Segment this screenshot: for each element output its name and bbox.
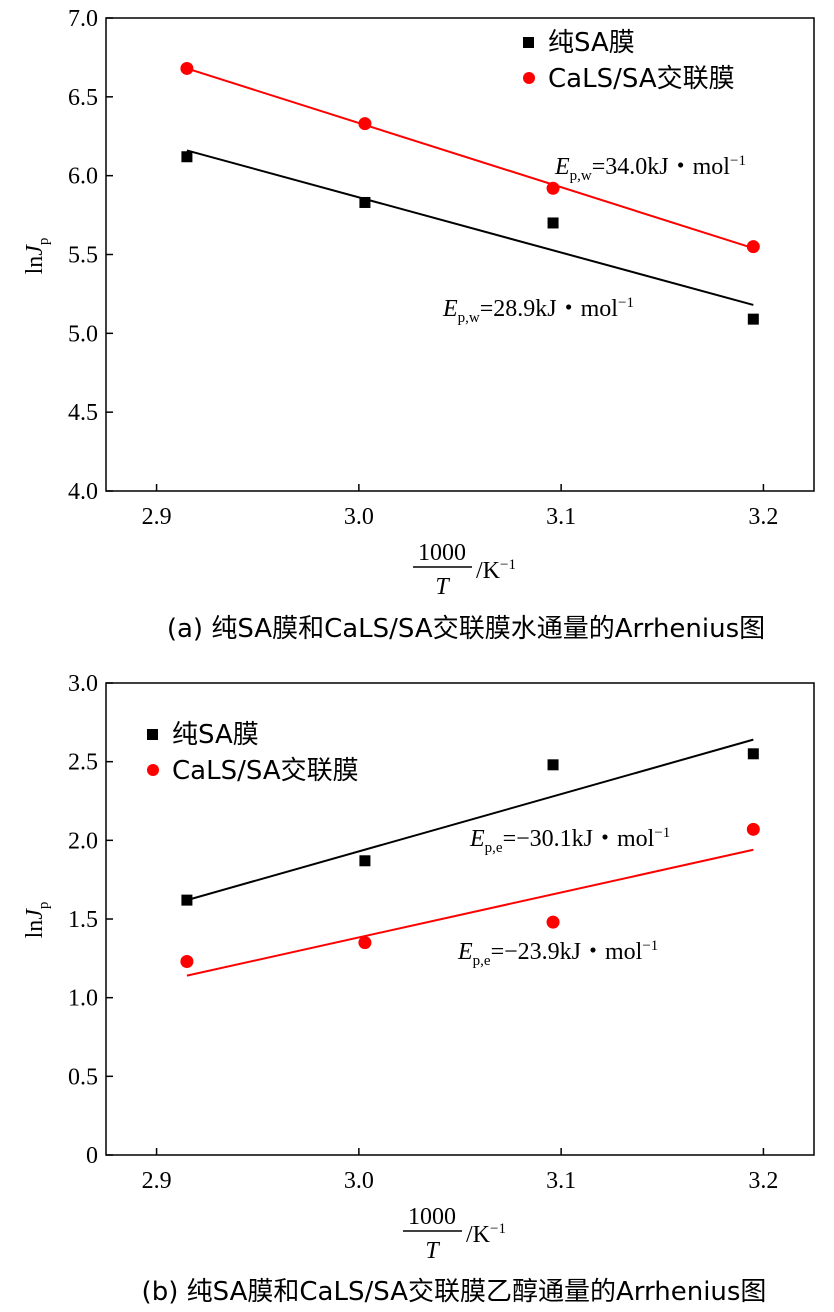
- data-point-circle: [546, 915, 560, 929]
- data-point-circle: [546, 181, 560, 195]
- x-tick-label: 2.9: [142, 504, 172, 530]
- fit-line-series-1: [186, 848, 754, 977]
- data-point-square: [547, 759, 559, 771]
- data-point-square: [747, 313, 759, 325]
- x-tick-label: 2.9: [142, 1168, 172, 1194]
- x-tick-label: 3.0: [344, 504, 374, 530]
- data-point-square: [181, 894, 193, 906]
- y-axis-ticks-b: 0 0.5 1.0 1.5 2.0 2.5 3.0: [68, 671, 113, 1169]
- annotation-black-a: Ep,w=28.9kJ・mol−1: [442, 295, 634, 326]
- legend-label-cals-sa-b: CaLS/SA交联膜: [172, 756, 359, 786]
- y-tick-label: 6.5: [68, 85, 98, 111]
- fit-line-series-0: [186, 149, 754, 306]
- y-tick-label: 5.0: [68, 321, 98, 347]
- x-tick-label: 3.2: [748, 504, 778, 530]
- legend-b: 纯SA膜 CaLS/SA交联膜: [147, 720, 359, 786]
- data-point-circle: [746, 240, 760, 254]
- x-tick-label: 3.2: [748, 1168, 778, 1194]
- legend-label-pure-sa-b: 纯SA膜: [172, 720, 259, 750]
- y-tick-label: 2.0: [68, 828, 98, 854]
- y-tick-label: 0: [86, 1143, 98, 1169]
- x-axis-label-b: 1000 T /K−1: [403, 1204, 506, 1264]
- panel-a: 4.0 4.5 5.0 5.5 6.0 6.5 7.0 2.9 3.0 3.1 3.2 纯SA膜 …: [22, 6, 815, 644]
- data-point-circle: [180, 954, 194, 968]
- x-axis-ticks-b: 2.9 3.0 3.1 3.2: [142, 1148, 778, 1194]
- y-tick-label: 2.5: [68, 750, 98, 776]
- x-tick-label: 3.0: [344, 1168, 374, 1194]
- y-tick-label: 4.0: [68, 479, 98, 505]
- data-point-square: [547, 217, 559, 229]
- x-label-numerator-a: 1000: [418, 540, 466, 566]
- data-point-circle: [746, 822, 760, 836]
- data-point-square: [359, 196, 371, 208]
- legend-marker-circle-b: [147, 764, 159, 776]
- data-point-square: [359, 855, 371, 867]
- annotation-red-a: Ep,w=34.0kJ・mol−1: [554, 153, 746, 184]
- x-label-unit-a: /K−1: [476, 557, 516, 584]
- x-tick-label: 3.1: [546, 1168, 576, 1194]
- y-axis-ticks-a: 4.0 4.5 5.0 5.5 6.0 6.5 7.0: [68, 6, 113, 505]
- caption-b: (b) 纯SA膜和CaLS/SA交联膜乙醇通量的Arrhenius图: [142, 1277, 767, 1307]
- panel-b: 0 0.5 1.0 1.5 2.0 2.5 3.0 2.9 3.0 3.1 3.2 纯SA膜 Ca…: [22, 671, 815, 1307]
- caption-a: (a) 纯SA膜和CaLS/SA交联膜水通量的Arrhenius图: [167, 614, 765, 644]
- y-tick-label: 7.0: [68, 6, 98, 32]
- x-label-denominator-a: T: [435, 574, 450, 600]
- data-point-circle: [358, 117, 372, 131]
- y-axis-label-b: lnJp: [22, 902, 52, 939]
- legend-a: 纯SA膜 CaLS/SA交联膜: [523, 28, 735, 94]
- annotation-red-b: Ep,e=−23.9kJ・mol−1: [457, 938, 658, 969]
- legend-marker-square-a: [523, 37, 534, 48]
- x-label-denominator-b: T: [425, 1238, 440, 1264]
- annotation-black-b: Ep,e=−30.1kJ・mol−1: [469, 825, 670, 856]
- y-tick-label: 6.0: [68, 164, 98, 190]
- x-label-numerator-b: 1000: [408, 1204, 456, 1230]
- data-point-square: [181, 151, 193, 163]
- legend-label-pure-sa-a: 纯SA膜: [548, 28, 635, 58]
- legend-label-cals-sa-a: CaLS/SA交联膜: [548, 64, 735, 94]
- y-tick-label: 4.5: [68, 400, 98, 426]
- legend-marker-square-b: [147, 729, 158, 740]
- y-axis-label-a: lnJp: [22, 238, 52, 275]
- data-points-b: [180, 748, 760, 968]
- legend-marker-circle-a: [523, 72, 535, 84]
- fit-lines-b: [186, 738, 754, 977]
- y-tick-label: 5.5: [68, 243, 98, 269]
- x-label-unit-b: /K−1: [466, 1221, 506, 1248]
- x-axis-label-a: 1000 T /K−1: [413, 540, 516, 600]
- y-tick-label: 1.0: [68, 986, 98, 1012]
- data-points-a: [180, 61, 760, 325]
- x-axis-ticks-a: 2.9 3.0 3.1 3.2: [142, 484, 778, 530]
- x-tick-label: 3.1: [546, 504, 576, 530]
- y-tick-label: 1.5: [68, 907, 98, 933]
- data-point-square: [747, 748, 759, 760]
- data-point-circle: [358, 936, 372, 950]
- plot-frame-b: [105, 682, 815, 1156]
- fit-line-series-0: [186, 738, 754, 902]
- data-point-circle: [180, 61, 194, 75]
- y-tick-label: 0.5: [68, 1064, 98, 1090]
- y-tick-label: 3.0: [68, 671, 98, 697]
- fit-lines-a: [186, 67, 754, 306]
- fit-line-series-1: [186, 67, 754, 250]
